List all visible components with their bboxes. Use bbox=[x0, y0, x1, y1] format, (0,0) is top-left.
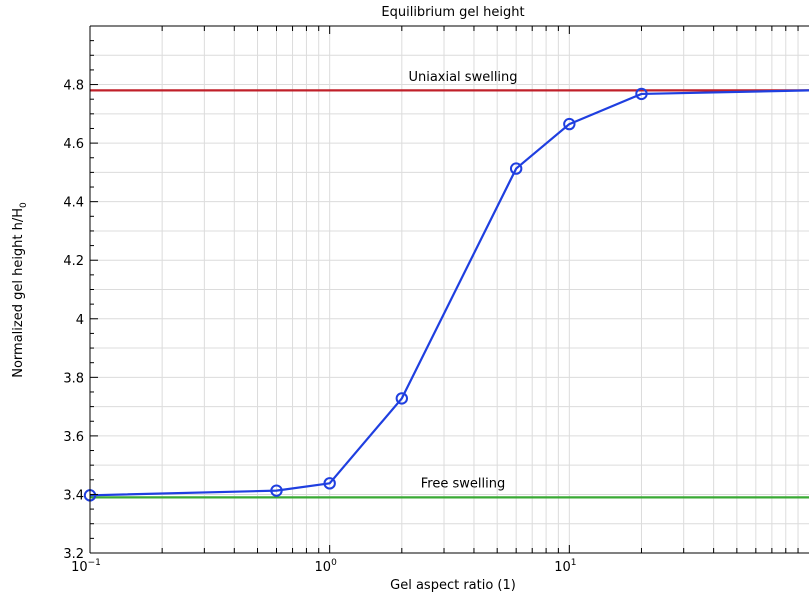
y-tick-label: 3.6 bbox=[63, 430, 84, 445]
x-axis-title: Gel aspect ratio (1) bbox=[390, 578, 516, 593]
y-axis-title-main: Normalized gel height h/H bbox=[11, 208, 26, 378]
reference-line-label: Free swelling bbox=[421, 477, 505, 492]
x-tick-label: 10−1 bbox=[71, 558, 101, 575]
y-tick-label: 4 bbox=[76, 313, 84, 328]
x-tick-label-base: 10 bbox=[71, 560, 88, 575]
reference-lines: Uniaxial swelling Free swelling bbox=[90, 70, 809, 499]
y-tick-label: 4.8 bbox=[63, 79, 84, 94]
x-tick-label: 100 bbox=[315, 558, 338, 575]
chart-title: Equilibrium gel height bbox=[381, 5, 524, 20]
data-point bbox=[395, 392, 409, 405]
x-tick-label-base: 10 bbox=[315, 560, 332, 575]
series-line bbox=[89, 89, 809, 497]
y-axis-title-subscript: 0 bbox=[19, 202, 29, 208]
y-tick-label: 4.6 bbox=[63, 137, 84, 152]
y-tick-label: 4.2 bbox=[63, 254, 84, 269]
y-tick-label: 3.2 bbox=[63, 547, 84, 562]
y-tick-label: 3.8 bbox=[63, 371, 84, 386]
x-tick-label-exponent: 0 bbox=[331, 558, 337, 568]
y-tick-label: 4.4 bbox=[63, 196, 84, 211]
data-point bbox=[563, 117, 576, 131]
series-group bbox=[83, 87, 809, 502]
data-point bbox=[635, 87, 648, 101]
x-tick-label-exponent: −1 bbox=[88, 558, 101, 568]
data-point bbox=[270, 484, 283, 497]
x-tick-label-base: 10 bbox=[554, 560, 571, 575]
y-axis-title: Normalized gel height h/H0 bbox=[11, 202, 29, 378]
y-tick-label: 3.4 bbox=[63, 488, 84, 503]
x-tick-label-exponent: 1 bbox=[571, 558, 577, 568]
data-point bbox=[323, 477, 336, 490]
grid bbox=[89, 25, 809, 554]
reference-line-label: Uniaxial swelling bbox=[408, 70, 517, 85]
data-point bbox=[509, 162, 523, 175]
x-tick-label: 101 bbox=[554, 558, 576, 575]
axes: 3.23.43.63.844.24.44.64.810−1 100 101 bbox=[63, 25, 809, 575]
